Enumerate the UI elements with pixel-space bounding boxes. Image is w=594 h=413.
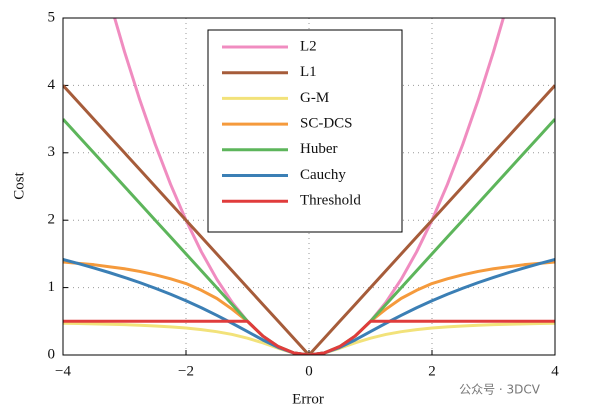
x-tick-label: −2 (178, 363, 194, 379)
x-axis-label: Error (292, 391, 324, 407)
legend-label: G-M (300, 90, 329, 106)
series-line (63, 118, 555, 355)
legend-label: Huber (300, 141, 338, 157)
y-tick-label: 0 (48, 346, 56, 362)
watermark: 公众号 · 3DCV (459, 383, 541, 397)
series-line (63, 84, 555, 355)
y-tick-label: 2 (48, 212, 56, 228)
plot-frame (62, 17, 556, 356)
legend-label: L2 (300, 38, 317, 54)
legend-label: L1 (300, 64, 317, 80)
x-tick-label: −4 (55, 363, 71, 379)
y-tick-label: 4 (48, 77, 56, 93)
series-line (63, 321, 555, 355)
y-tick-label: 5 (48, 9, 56, 25)
plot-area (63, 18, 555, 355)
legend-label: SC-DCS (300, 116, 353, 132)
series-line (113, 18, 505, 355)
legend-label: Cauchy (300, 167, 346, 183)
x-tick-label: 0 (305, 363, 313, 379)
y-tick-label: 1 (48, 279, 56, 295)
x-tick-label: 4 (551, 363, 559, 379)
x-tick-label: 2 (428, 363, 436, 379)
series-line (63, 258, 555, 355)
series-line (63, 319, 555, 355)
y-axis-label: Cost (11, 171, 27, 199)
legend-box (207, 29, 403, 233)
y-tick-label: 3 (48, 144, 56, 160)
legend-label: Threshold (300, 193, 361, 209)
series-line (63, 260, 555, 355)
